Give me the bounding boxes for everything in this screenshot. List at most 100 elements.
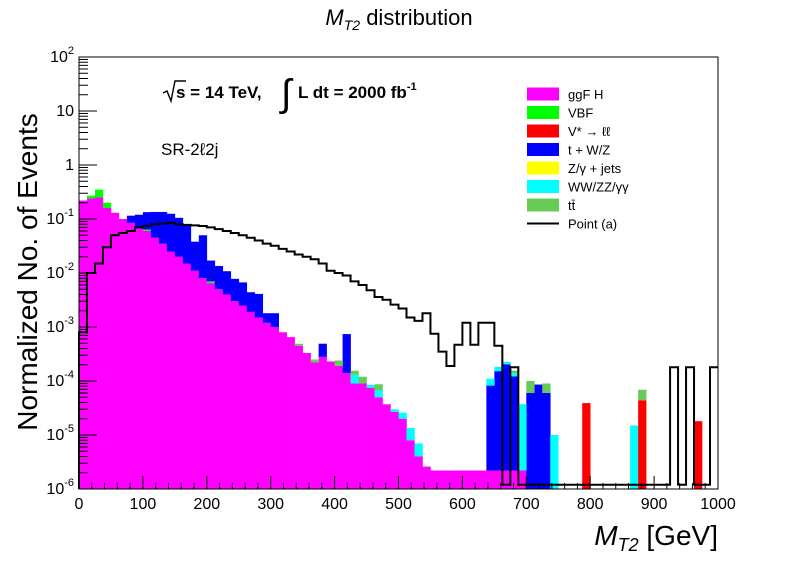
legend-swatch [527, 106, 559, 119]
y-tick-base: 10 [46, 427, 64, 444]
bar-tt [374, 384, 383, 391]
energy-text: s = 14 TeV, [176, 83, 262, 102]
legend: ggF H VBF V* → ℓℓ t + W/Z Z/γ + jets WW/ZZ/γγ… [527, 87, 629, 232]
bar-ggf-h [158, 243, 168, 489]
y-tick-base: 10 [46, 481, 64, 498]
bar-vbf [94, 189, 104, 198]
y-tick-base: 10 [46, 211, 64, 228]
bar-ww-zz [414, 443, 423, 457]
y-tick-label: 1 [65, 157, 74, 174]
bar-t-w-z [134, 214, 144, 228]
bar-ww-zz [510, 373, 519, 377]
bar-ggf-h [326, 361, 335, 489]
bar-ww-zz [550, 435, 559, 489]
bar-ggf-h [422, 466, 431, 489]
x-tick-label: 700 [513, 496, 540, 513]
legend-label: V* → ℓℓ [568, 124, 611, 139]
bar-t-w-z [254, 293, 264, 318]
bar-ggf-h [262, 322, 271, 489]
x-tick-label: 400 [321, 496, 348, 513]
bar-ww-zz [366, 384, 375, 388]
bar-ggf-h [438, 470, 447, 489]
bar-vbf [86, 195, 96, 199]
x-tick-label: 100 [130, 496, 157, 513]
bar-ggf-h [310, 362, 319, 489]
x-tick-label: 1000 [700, 496, 736, 513]
legend-swatch [527, 198, 559, 212]
bar-ggf-h [86, 198, 96, 489]
bar-ggf-h [390, 411, 399, 489]
y-tick-exp: -6 [64, 477, 74, 489]
legend-item: tt̄ [527, 198, 576, 213]
bar-ggf-h [94, 197, 104, 490]
bar-ggf-h [198, 278, 208, 489]
y-tick-exp: -3 [64, 315, 74, 327]
bar-t-w-z [246, 292, 256, 312]
bar-t-w-z [270, 313, 279, 327]
bar-vbf [206, 281, 216, 284]
x-tick-label: 500 [385, 496, 412, 513]
y-tick-base: 10 [46, 265, 64, 282]
legend-label: t + W/Z [568, 143, 610, 158]
x-tick-label: 600 [449, 496, 476, 513]
xlabel-sub: T2 [618, 535, 639, 555]
bar-vbf [102, 202, 112, 208]
legend-label: ggF H [568, 87, 603, 102]
bar-ggf-h [142, 230, 152, 489]
bar-tt [638, 389, 647, 401]
bar-ggf-h [494, 470, 503, 489]
bar-t-w-z [262, 313, 271, 323]
bar-ww-zz [630, 425, 639, 489]
bar-ggf-h [270, 327, 279, 489]
bar-ww-zz [518, 404, 527, 471]
bar-t-w-z [238, 282, 248, 306]
bar-t-w-z [190, 241, 200, 271]
legend-item: WW/ZZ/γγ [527, 180, 629, 195]
bar-ggf-h [174, 256, 184, 489]
bar-ggf-h [182, 263, 192, 489]
bar-t-w-z [198, 235, 208, 279]
bar-tt [542, 383, 551, 393]
y-tick-label: 10-3 [46, 315, 74, 336]
bar-ggf-h [366, 387, 375, 489]
x-tick-label: 200 [193, 496, 220, 513]
sqrt-symbol [162, 80, 186, 104]
bar-ggf-h [462, 470, 471, 489]
legend-swatch [527, 180, 559, 193]
bar-v [694, 421, 703, 489]
bar-tt [510, 370, 519, 374]
bar-ww-zz [350, 374, 359, 384]
xlabel-rest: [GeV] [639, 520, 718, 551]
energy-annotation: s = 14 TeV, ∫ L dt = 2000 fb-1 [162, 73, 417, 115]
bar-ggf-h [150, 237, 160, 489]
bar-ggf-h [478, 470, 487, 489]
x-tick-label: 0 [75, 496, 84, 513]
y-tick-exp: -4 [64, 369, 74, 381]
bar-ggf-h [350, 383, 359, 489]
legend-swatch [527, 124, 559, 138]
bar-ggf-h [254, 317, 264, 489]
y-tick-exp: 2 [68, 45, 74, 57]
y-tick-exp: -1 [64, 207, 74, 219]
bar-ggf-h [342, 373, 351, 489]
bar-t-w-z [126, 215, 136, 223]
x-tick-label: 800 [577, 496, 604, 513]
legend-label: Z/γ + jets [568, 161, 622, 176]
y-tick-label: 10-4 [46, 369, 74, 390]
bar-t-w-z [222, 271, 232, 295]
bar-ww-zz [502, 361, 511, 365]
bar-ggf-h [414, 456, 423, 489]
bar-ggf-h [230, 301, 240, 489]
y-tick-label: 10-2 [46, 261, 74, 282]
bar-ggf-h [430, 470, 439, 489]
legend-item: t + W/Z [527, 143, 610, 158]
legend-item: ggF H [527, 87, 603, 102]
y-tick-base: 1 [65, 157, 74, 174]
legend-label: Point (a) [568, 217, 617, 232]
bar-tt [526, 381, 535, 393]
bar-ggf-h [302, 353, 311, 489]
chart-title: MT2 distribution [325, 5, 472, 33]
y-tick-base: 10 [46, 373, 64, 390]
title-sub: T2 [344, 17, 361, 33]
